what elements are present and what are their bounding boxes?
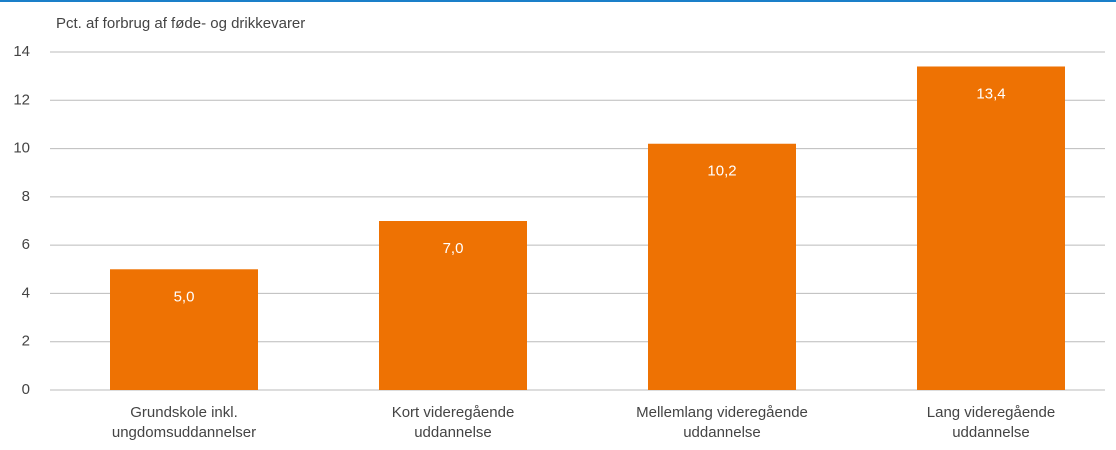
y-tick-label: 10	[13, 140, 30, 157]
y-tick-label: 0	[22, 381, 30, 398]
value-label: 13,4	[976, 85, 1005, 102]
x-tick-label: Lang videregående	[927, 404, 1055, 421]
x-tick-label: Grundskole inkl.	[130, 404, 238, 421]
value-label: 7,0	[443, 240, 464, 257]
y-tick-label: 4	[22, 284, 30, 301]
x-tick-label: uddannelse	[952, 424, 1030, 441]
bar	[110, 269, 258, 390]
bar	[917, 66, 1065, 390]
x-tick-label: ungdomsuddannelser	[112, 424, 256, 441]
top-rule	[0, 0, 1116, 2]
value-label: 5,0	[174, 288, 195, 305]
x-tick-label: Mellemlang videregående	[636, 404, 808, 421]
y-tick-label: 2	[22, 333, 30, 350]
y-tick-label: 6	[22, 236, 30, 253]
y-tick-label: 14	[13, 43, 30, 60]
bar	[648, 143, 796, 390]
y-axis-label: Pct. af forbrug af føde- og drikkevarer	[56, 15, 305, 32]
x-tick-label: uddannelse	[683, 424, 761, 441]
x-tick-label: uddannelse	[414, 424, 492, 441]
y-tick-label: 8	[22, 188, 30, 205]
y-tick-label: 12	[13, 91, 30, 108]
x-tick-label: Kort videregående	[392, 404, 515, 421]
value-label: 10,2	[707, 163, 736, 180]
bar	[379, 221, 527, 390]
